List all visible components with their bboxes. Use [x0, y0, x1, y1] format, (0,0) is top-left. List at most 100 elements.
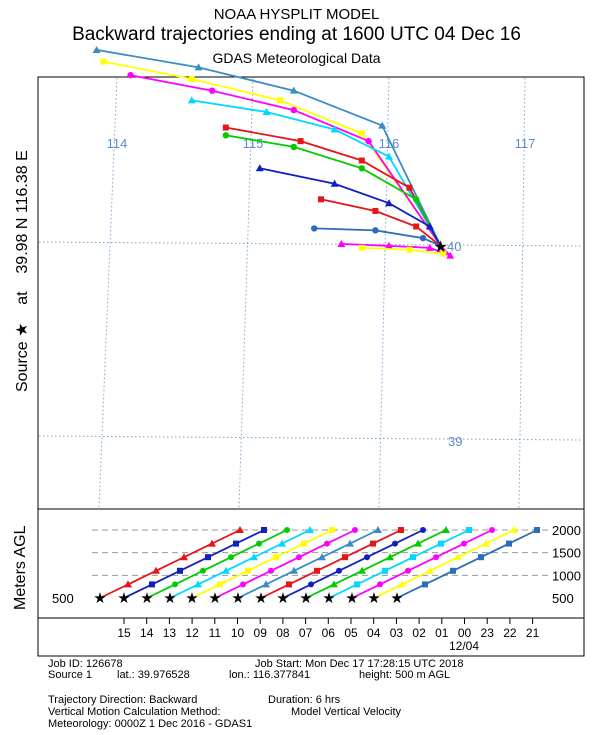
height-point: [489, 527, 495, 533]
height-point: [240, 581, 246, 588]
latitude-label: 39: [448, 434, 462, 449]
start-height-label: 500: [52, 591, 74, 606]
trajectory-point: [188, 76, 195, 83]
trajectory-point: [358, 157, 365, 164]
longitude-label: 114: [107, 136, 128, 151]
height-series-line: [237, 529, 379, 599]
time-tick-label: 06: [322, 626, 336, 640]
date-label: 12/04: [449, 639, 479, 653]
trajectory-line: [130, 74, 442, 247]
height-point: [250, 553, 258, 561]
height-point: [422, 581, 428, 588]
time-tick-label: 14: [140, 626, 154, 640]
vertical-method-label: Vertical Motion Calculation Method:: [48, 706, 221, 718]
trajectory-line: [191, 99, 442, 247]
height-point: [261, 527, 267, 533]
height-point: [233, 540, 239, 547]
height-point: [284, 527, 290, 533]
trajectory-point: [385, 199, 393, 207]
height-star-icon: ★: [117, 590, 130, 607]
trajectory-point: [222, 132, 229, 139]
time-tick-label: 00: [458, 626, 472, 640]
time-axis: 15 14 13 12 11 10 09 08 07 06 05 04 03 02 01 00 23 22 21 12…: [117, 618, 540, 653]
longitude-label: 116: [379, 136, 400, 151]
height-series-line: [169, 529, 311, 599]
height-point: [420, 527, 426, 533]
source-name: Source 1: [48, 669, 93, 681]
trajectories: ★: [92, 45, 455, 259]
height-point: [222, 566, 230, 574]
height-series-line: [191, 529, 333, 599]
height-point: [318, 553, 326, 561]
height-point: [194, 580, 202, 588]
latitude-gridline: [38, 435, 584, 441]
trajectory-point: [92, 45, 101, 53]
trajectory-point: [406, 184, 413, 191]
height-point: [306, 526, 314, 533]
height-point: [377, 581, 383, 588]
trajectory-point: [378, 121, 387, 129]
height-point: [329, 527, 335, 533]
trajectory-point: [372, 207, 379, 214]
height-tick-label: 2000: [552, 523, 581, 538]
height-star-icon: ★: [390, 590, 403, 607]
trajectory-point: [413, 196, 420, 203]
height-series-line: [396, 529, 538, 599]
time-tick-label: 02: [412, 626, 426, 640]
chart-title: NOAA HYSPLIT MODEL: [213, 6, 380, 23]
height-star-icon: ★: [231, 590, 244, 607]
source-lat: lat.: 39.976528: [117, 669, 190, 681]
height-point: [426, 566, 434, 574]
height-star-icon: ★: [185, 590, 198, 607]
height-point: [314, 567, 320, 574]
height-point: [256, 540, 262, 547]
height-point: [278, 539, 286, 547]
height-star-icon: ★: [140, 590, 153, 607]
height-point: [245, 567, 251, 574]
time-tick-label: 09: [254, 626, 268, 640]
height-point: [382, 567, 388, 574]
chart-subtitle: Backward trajectories ending at 1600 UTC…: [72, 24, 521, 45]
height-point: [442, 526, 450, 533]
height-point: [346, 539, 354, 547]
height-series-line: [214, 529, 356, 599]
trajectory-point: [330, 179, 339, 187]
height-panel: 2000 1500 1000 500 500 ★ ★ ★ ★ ★ ★ ★ ★ ★ ★ ★ ★ ★ ★: [52, 523, 581, 607]
job-info-panel: Job ID: 126678 Job Start: Mon Dec 17 17:…: [38, 656, 593, 735]
height-point: [228, 554, 234, 561]
height-star-icon: ★: [322, 590, 335, 607]
height-point: [454, 553, 462, 561]
height-point: [354, 581, 360, 588]
height-series-line: [328, 529, 470, 599]
height-point: [466, 527, 472, 533]
height-series-line: [373, 529, 515, 599]
latitude-label: 40: [447, 239, 461, 254]
trajectory-point: [311, 225, 318, 232]
height-point: [208, 539, 216, 547]
height-point: [217, 581, 223, 588]
height-series-line: [282, 529, 424, 599]
height-frame: [37, 508, 585, 657]
source-star-icon: ★: [434, 239, 448, 256]
height-tick-label: 1000: [552, 568, 581, 583]
trajectory-point: [100, 58, 107, 65]
trajectory-line: [320, 198, 442, 247]
height-point: [290, 566, 298, 574]
trajectory-point: [194, 63, 203, 71]
time-tick-label: 21: [526, 626, 540, 640]
height-point: [374, 526, 382, 533]
height-point: [414, 539, 422, 547]
job-id: Job ID: 126678: [48, 658, 123, 670]
trajectory-point: [297, 138, 304, 145]
trajectory-point: [127, 71, 134, 79]
height-star-icon: ★: [208, 590, 221, 607]
height-star-icon: ★: [367, 590, 380, 607]
height-point: [410, 554, 416, 561]
height-point: [180, 553, 188, 561]
trajectory-point: [413, 223, 420, 230]
time-tick-label: 13: [163, 626, 177, 640]
height-star-icon: ★: [276, 590, 289, 607]
height-point: [301, 540, 307, 547]
trajectory-point: [262, 108, 271, 116]
